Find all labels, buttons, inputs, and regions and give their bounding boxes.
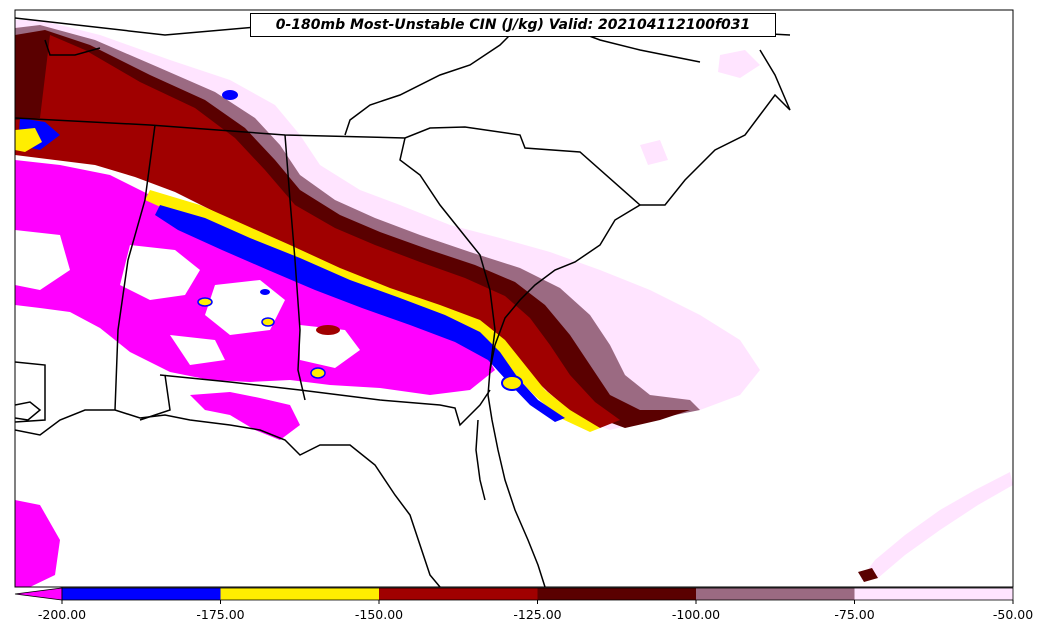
- cin-blob-5: [316, 325, 340, 335]
- boundaries: [15, 17, 791, 587]
- cin-blob-6: [260, 289, 270, 295]
- cin-pink-se: [860, 472, 1013, 580]
- lake-outline: [15, 401, 42, 421]
- colorbar-bin-5: [854, 588, 1013, 600]
- coastline-georgia: [487, 204, 641, 396]
- colorbar-bin-4: [696, 588, 855, 600]
- cin-region-magenta-west: [15, 160, 495, 395]
- colorbar-under-triangle: [14, 587, 63, 601]
- ky-line: [44, 39, 101, 56]
- coastline-gulf: [15, 409, 441, 587]
- colorbar-tick-label: -200.00: [37, 607, 87, 622]
- coastline-atlantic: [640, 49, 791, 206]
- cin-field: [15, 20, 1013, 587]
- map-title: 0-180mb Most-Unstable CIN (J/kg) Valid: …: [250, 13, 776, 37]
- colorbar-tick-label: -150.00: [354, 607, 404, 622]
- state-line-la: [15, 361, 46, 423]
- cin-hole-4: [15, 230, 70, 290]
- cin-blob-1: [197, 297, 213, 307]
- cin-hole-1: [120, 245, 200, 300]
- map-frame: [14, 9, 1014, 588]
- state-line-ga-fl: [159, 374, 491, 427]
- cin-hole-3: [300, 325, 360, 368]
- state-line-ga-sc: [399, 137, 496, 371]
- coastline-florida-east: [487, 394, 546, 587]
- cin-blob-7: [222, 90, 238, 100]
- cin-patch-gulf: [190, 392, 300, 440]
- colorbar-bin-1: [220, 588, 379, 600]
- cin-pink-ne: [718, 50, 760, 78]
- cin-blob-4: [501, 375, 523, 391]
- colorbar-tick-label: -175.00: [196, 607, 245, 622]
- state-line-ms-al: [114, 124, 156, 411]
- colorbar: [14, 587, 1014, 604]
- colorbar-bin-0: [62, 588, 221, 600]
- state-line-al-fl: [139, 374, 171, 421]
- colorbar-bin-3: [537, 588, 696, 600]
- cin-darkred-se: [858, 568, 878, 582]
- cin-blue-strip-1: [155, 205, 565, 422]
- state-line-ms-tn: [15, 117, 641, 206]
- colorbar-tick-label: -50.00: [992, 607, 1034, 622]
- colorbar-tick-label: -125.00: [513, 607, 562, 622]
- colorbar-tick-label: -75.00: [834, 607, 875, 622]
- tn-nc-line: [344, 24, 521, 136]
- cin-hole-5: [170, 335, 225, 365]
- cin-yellow-strip-2: [15, 128, 42, 152]
- cin-patch-sw: [15, 500, 60, 587]
- colorbar-bin-2: [379, 588, 538, 600]
- state-line-al-ga: [284, 134, 306, 401]
- cin-pink-e: [640, 140, 668, 165]
- cin-blob-3: [310, 367, 326, 379]
- cin-blob-2: [261, 317, 275, 327]
- colorbar-tick-label: -100.00: [671, 607, 721, 622]
- coastline-fl-keys: [475, 419, 486, 501]
